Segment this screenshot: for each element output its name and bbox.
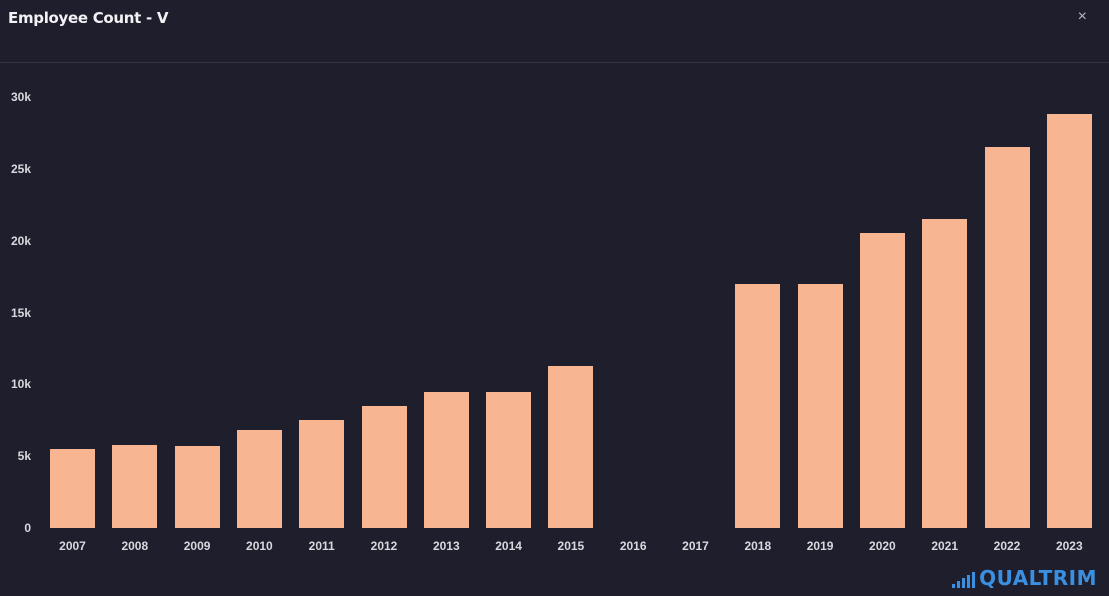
x-tick-label: 2018 [744, 539, 772, 553]
x-tick-label: 2021 [931, 539, 959, 553]
x-tick-label: 2019 [806, 539, 834, 553]
bar-2019[interactable] [797, 283, 843, 528]
x-tick-label: 2016 [619, 539, 647, 553]
y-tick-label: 30k [10, 90, 31, 104]
x-tick-label: 2017 [682, 539, 709, 553]
y-tick-label: 0 [24, 521, 31, 535]
bar-2018[interactable] [735, 283, 781, 528]
bar-2013[interactable] [423, 391, 469, 528]
bar-2011[interactable] [299, 420, 345, 528]
close-icon[interactable]: × [1077, 8, 1087, 25]
bar-2012[interactable] [361, 405, 407, 528]
x-tick-label: 2009 [183, 539, 211, 553]
y-tick-label: 10k [10, 377, 31, 392]
x-tick-label: 2013 [432, 539, 460, 553]
x-tick-label: 2008 [121, 539, 149, 553]
bar-2010[interactable] [236, 430, 282, 528]
x-tick-label: 2015 [557, 539, 585, 553]
x-tick-label: 2020 [869, 539, 896, 553]
x-tick-label: 2011 [308, 539, 335, 553]
bar-chart: 0 5k 10k 15k 20k 25k 30k 2007 2008 2009 2010 2011 20… [0, 63, 1109, 596]
y-tick-label: 25k [10, 161, 31, 176]
bar-2023[interactable] [1046, 114, 1092, 528]
brand-name: QUALTRIM [979, 566, 1097, 590]
x-tick-label: 2014 [495, 539, 522, 553]
bar-2008[interactable] [112, 444, 158, 528]
bar-2015[interactable] [548, 365, 594, 528]
x-tick-label: 2012 [370, 539, 398, 553]
signal-bars-icon [952, 572, 976, 588]
bar-2021[interactable] [922, 219, 968, 528]
x-tick-label: 2010 [246, 539, 273, 553]
y-tick-label: 20k [10, 233, 31, 248]
chart-title: Employee Count - V [8, 9, 169, 27]
y-tick-label: 15k [10, 305, 31, 320]
bar-2022[interactable] [984, 147, 1030, 528]
brand-logo: QUALTRIM [952, 568, 1097, 588]
bar-2007[interactable] [50, 448, 95, 528]
x-tick-label: 2007 [59, 539, 86, 553]
x-tick-label: 2022 [993, 539, 1021, 553]
y-tick-label: 5k [17, 449, 31, 464]
chart-header: Employee Count - V × [0, 0, 1109, 63]
bar-2009[interactable] [174, 446, 220, 528]
bar-2014[interactable] [486, 391, 532, 528]
bar-2020[interactable] [859, 233, 905, 528]
x-tick-label: 2023 [1055, 539, 1083, 553]
